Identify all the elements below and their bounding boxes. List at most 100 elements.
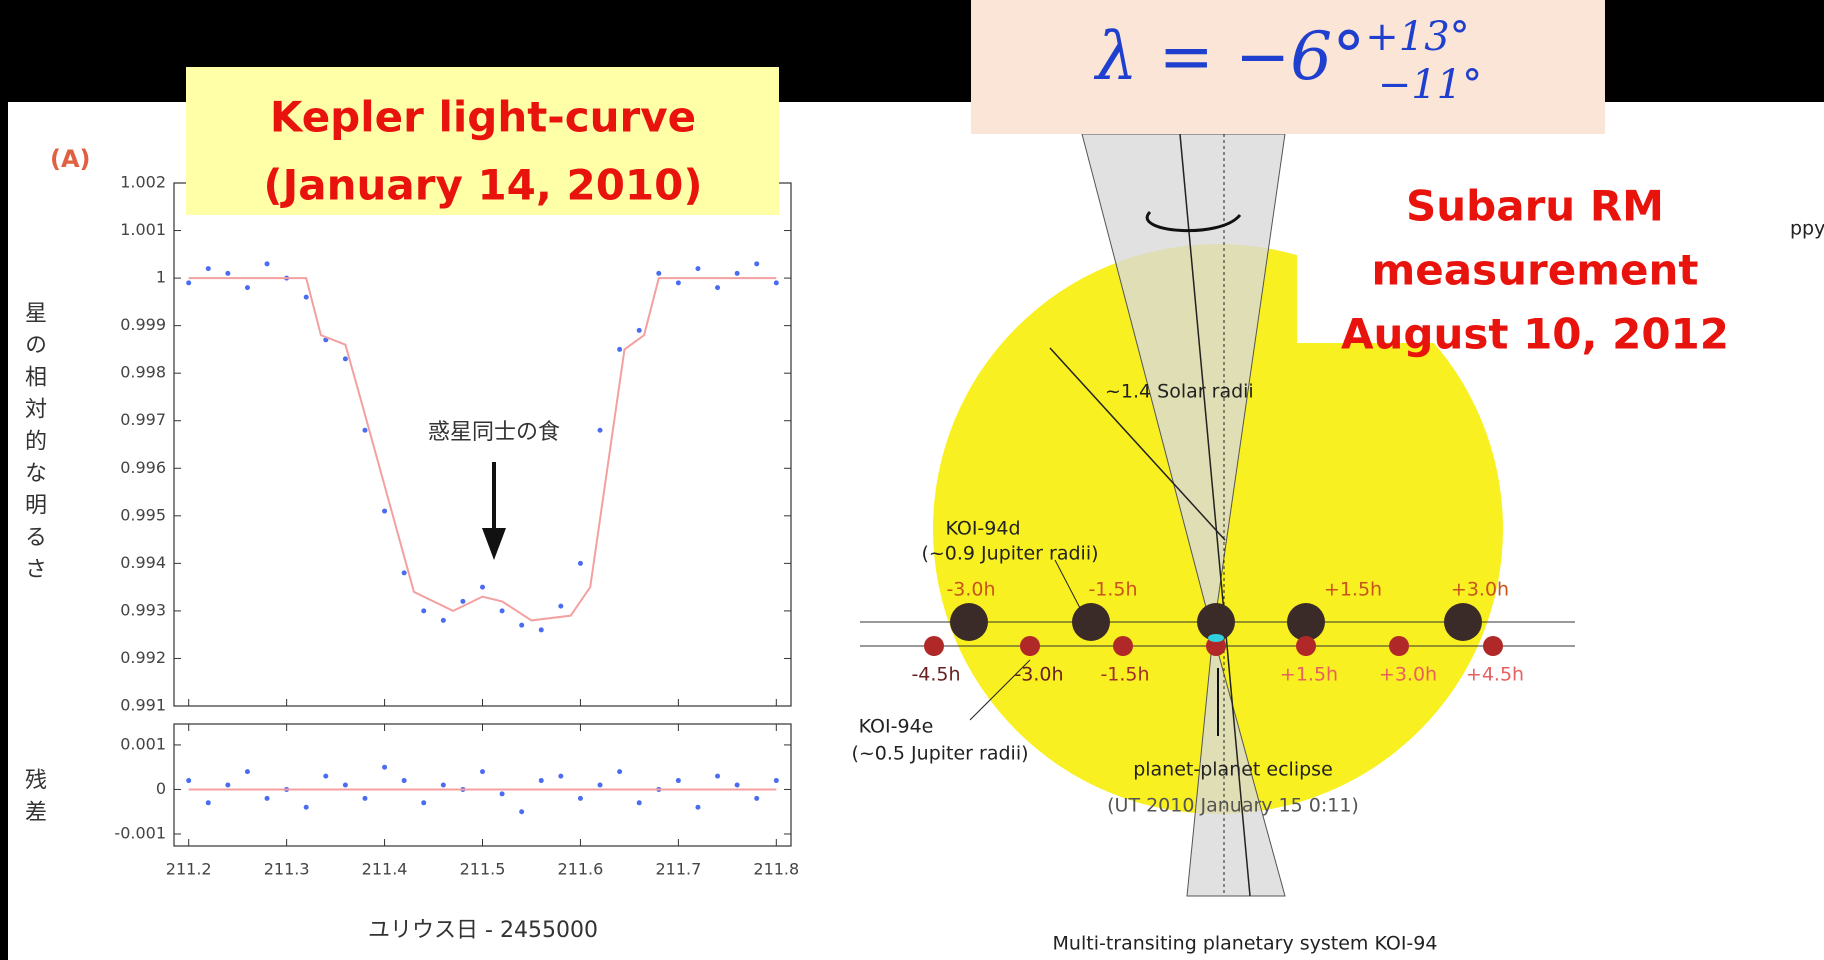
data-point (695, 805, 700, 810)
planet-size: (~0.5 Jupiter radii) (851, 743, 1028, 765)
planet-d (950, 603, 988, 641)
time-label: +4.5h (1466, 664, 1524, 686)
y-tick-label: 0.993 (120, 600, 166, 619)
data-point (578, 561, 583, 566)
data-point (519, 623, 524, 628)
cut-text: ppy (1790, 218, 1824, 240)
data-point (519, 809, 524, 814)
data-point (715, 285, 720, 290)
data-point (402, 778, 407, 783)
data-point (558, 604, 563, 609)
data-point (245, 285, 250, 290)
data-point (460, 599, 465, 604)
data-point (774, 778, 779, 783)
slide: ~1.4 Solar radii KOI-94d (~0.9 Jupiter r… (0, 0, 1824, 960)
data-point (304, 805, 309, 810)
planet-e (1483, 636, 1503, 656)
x-tick-label: 211.7 (655, 860, 701, 879)
y-tick-label: 1.002 (120, 173, 166, 192)
eclipse-time: (UT 2010 January 15 0:11) (1107, 795, 1359, 817)
time-label: +1.5h (1324, 579, 1382, 601)
data-point (362, 428, 367, 433)
data-point (186, 778, 191, 783)
data-point (774, 280, 779, 285)
data-point (500, 791, 505, 796)
time-label: -1.5h (1088, 579, 1137, 601)
kepler-label: Kepler light-curve (270, 93, 696, 142)
data-point (323, 774, 328, 779)
data-point (617, 347, 622, 352)
y-tick-label: 1.001 (120, 220, 166, 239)
data-point (265, 796, 270, 801)
data-point (539, 627, 544, 632)
y-tick-label: 0.997 (120, 410, 166, 429)
data-point (578, 796, 583, 801)
data-point (656, 271, 661, 276)
x-tick-label: 211.3 (264, 860, 310, 879)
data-point (558, 774, 563, 779)
kepler-label: (January 14, 2010) (263, 161, 702, 210)
data-point (735, 271, 740, 276)
x-tick-label: 211.4 (362, 860, 408, 879)
data-point (480, 585, 485, 590)
planet-name: KOI-94e (859, 716, 934, 738)
data-point (402, 570, 407, 575)
data-point (441, 618, 446, 623)
rm-label: August 10, 2012 (1341, 310, 1729, 359)
time-label: -4.5h (911, 664, 960, 686)
data-point (754, 261, 759, 266)
rm-label: Subaru RM (1406, 182, 1664, 231)
eclipse-spot (1208, 634, 1224, 642)
y-tick-label: 0.995 (120, 505, 166, 524)
data-point (421, 608, 426, 613)
data-point (715, 774, 720, 779)
data-point (245, 769, 250, 774)
time-label: -3.0h (1014, 664, 1063, 686)
planet-name: KOI-94d (945, 518, 1020, 540)
data-point (676, 280, 681, 285)
data-point (186, 280, 191, 285)
planet-e (1389, 636, 1409, 656)
y-tick-label: 0.999 (120, 315, 166, 334)
planet-d (1287, 603, 1325, 641)
time-label: +3.0h (1379, 664, 1437, 686)
data-point (735, 783, 740, 788)
data-point (539, 778, 544, 783)
data-point (206, 800, 211, 805)
y-tick-label: -0.001 (114, 823, 166, 842)
data-point (206, 266, 211, 271)
y-tick-label: 0.996 (120, 458, 166, 477)
x-tick-label: 211.5 (460, 860, 506, 879)
rm-label: measurement (1372, 246, 1699, 295)
planet-e (1296, 636, 1316, 656)
planet-d (1072, 603, 1110, 641)
caption: Multi-transiting planetary system KOI-94 (1053, 933, 1438, 955)
data-point (754, 796, 759, 801)
y-tick-label: 1 (156, 268, 166, 287)
data-point (637, 800, 642, 805)
annotation: 惑星同士の食 (428, 420, 560, 445)
data-point (637, 328, 642, 333)
eclipse-label: planet-planet eclipse (1133, 759, 1333, 781)
data-point (695, 266, 700, 271)
data-point (362, 796, 367, 801)
x-tick-label: 211.2 (166, 860, 212, 879)
y-tick-label: 0 (156, 779, 166, 798)
data-point (382, 765, 387, 770)
data-point (598, 783, 603, 788)
data-point (598, 428, 603, 433)
data-point (480, 769, 485, 774)
time-label: +1.5h (1280, 664, 1338, 686)
planet-d (1444, 603, 1482, 641)
y-tick-label: 0.992 (120, 648, 166, 667)
y-axis-label: 残差 (21, 768, 47, 832)
y-tick-label: 0.998 (120, 363, 166, 382)
y-tick-label: 0.001 (120, 734, 166, 753)
radius-label: ~1.4 Solar radii (1105, 381, 1254, 403)
data-point (304, 295, 309, 300)
x-axis-label: ユリウス日 - 2455000 (368, 918, 598, 943)
y-tick-label: 0.994 (120, 553, 166, 572)
data-point (265, 261, 270, 266)
data-point (617, 769, 622, 774)
time-label: +3.0h (1451, 579, 1509, 601)
